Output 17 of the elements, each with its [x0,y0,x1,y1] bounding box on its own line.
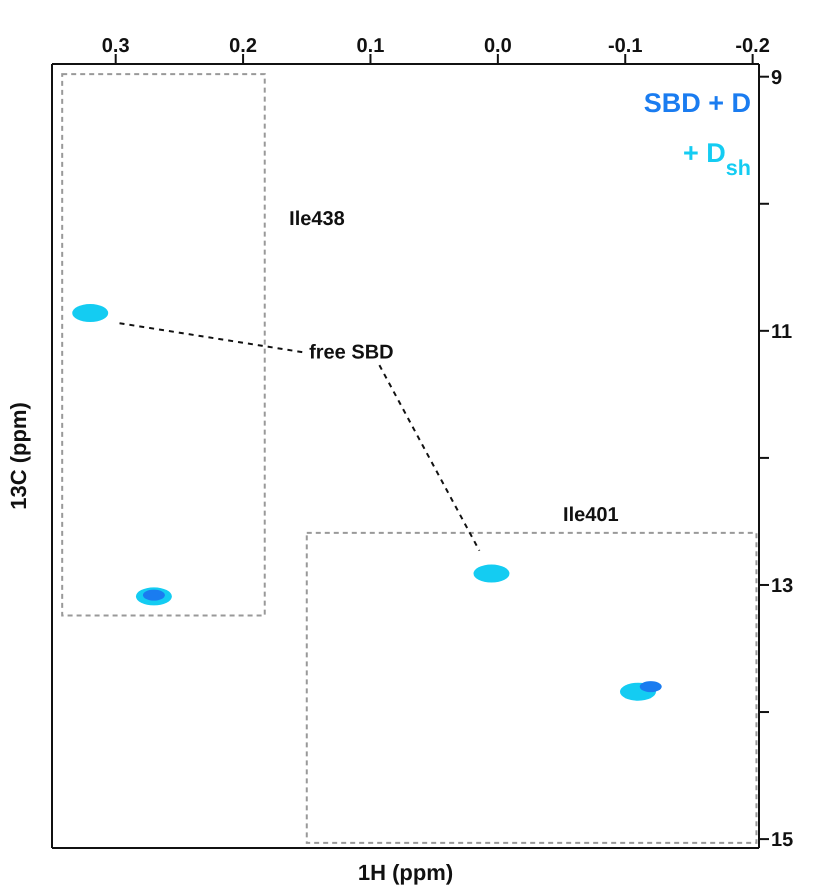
y-tick-label: 15 [771,829,794,852]
x-tick-label: 0.3 [102,35,130,57]
annotation: Ile438 [289,208,345,230]
y-tick-label: 9 [771,66,782,89]
annotation: Ile401 [563,504,619,526]
x-tick-label: 0.2 [229,35,257,57]
y-tick-label: 11 [771,320,792,343]
annotation: free SBD [309,341,394,364]
y-axis-title: 13C (ppm) [6,402,31,510]
x-tick-label: 0.0 [484,35,512,57]
y-tick-label: 13 [771,575,794,598]
text: + D$_{sh}$ [683,138,751,180]
x-tick-label: -0.1 [608,35,642,57]
x-axis-title: 1H (ppm) [358,860,454,885]
text: SBD + D [644,88,751,118]
x-tick-label: 0.1 [356,35,384,57]
x-tick-label: -0.2 [735,35,770,57]
